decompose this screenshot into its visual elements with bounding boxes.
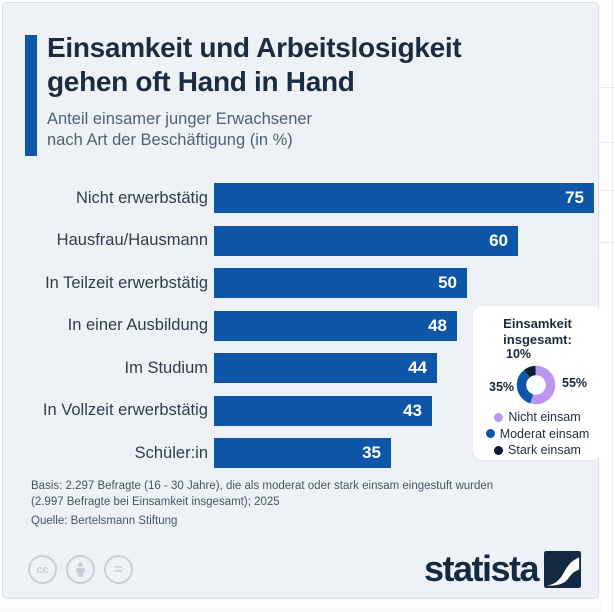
title-line-1: Einsamkeit und Arbeitslosigkeit	[47, 32, 462, 63]
header: Einsamkeit und Arbeitslosigkeit gehen oft…	[47, 31, 592, 151]
chart-subtitle: Anteil einsamer junger Erwachsener nach A…	[47, 109, 592, 151]
donut-chart	[516, 365, 556, 405]
source-note: Quelle: Bertelsmann Stiftung	[31, 515, 178, 527]
bar-row: Im Studium 44	[3, 347, 602, 390]
bar-value-label: 43	[403, 400, 422, 420]
legend-label: Moderat einsam	[499, 426, 590, 441]
donut-title: Einsamkeit insgesamt:	[473, 316, 602, 348]
basis-line-2: (2.997 Befragte bei Einsamkeit insgesamt…	[31, 495, 280, 508]
bar-category-label: Nicht erwerbstätig	[75, 188, 208, 207]
bar: 75	[214, 183, 594, 214]
subtitle-line-1: Anteil einsamer junger Erwachsener	[47, 110, 313, 128]
legend-label: Nicht einsam	[508, 410, 581, 425]
bar-row: In Vollzeit erwerbstätig 43	[3, 390, 602, 433]
cc-icon[interactable]: cc	[28, 555, 57, 584]
statista-logo[interactable]: statista	[424, 549, 581, 589]
donut-chart-area: 10% 55% 35% Nicht einsam Moderat einsam St…	[473, 306, 602, 460]
bar-value-label: 44	[408, 358, 427, 378]
donut-segment-1	[516, 365, 556, 405]
legend-dot	[485, 429, 495, 439]
page-title: Einsamkeit und Arbeitslosigkeit gehen oft…	[47, 31, 592, 99]
legend-dot	[494, 445, 504, 455]
bar-category-label: In Teilzeit erwerbstätig	[45, 273, 208, 292]
donut-legend: Nicht einsam Moderat einsam Stark einsam	[473, 409, 602, 459]
bar: 44	[214, 353, 437, 384]
bar: 60	[214, 225, 518, 256]
page-artifact-line	[601, 87, 615, 88]
bar-value-label: 50	[438, 273, 457, 293]
donut-inset-card: Einsamkeit insgesamt: 10% 55% 35% Nicht e…	[473, 306, 602, 460]
cc-attribution-icon[interactable]	[66, 555, 95, 584]
bar-row: In Teilzeit erwerbstätig 50	[3, 262, 602, 305]
title-line-2: gehen oft Hand in Hand	[47, 66, 355, 97]
bar-row: Hausfrau/Hausmann 60	[3, 220, 602, 263]
subtitle-line-2: nach Art der Beschäftigung (in %)	[47, 131, 293, 149]
statista-logo-mark	[544, 550, 581, 588]
bar-category-label: Im Studium	[124, 358, 208, 377]
page-artifact-line	[601, 242, 615, 243]
legend-dot	[494, 412, 504, 422]
bar-category-label: Hausfrau/Hausmann	[56, 231, 208, 250]
page-edge-line	[612, 0, 613, 612]
bar-value-label: 75	[565, 188, 584, 208]
bar-row: Nicht erwerbstätig 75	[3, 177, 602, 220]
page-background-strip	[601, 0, 615, 612]
bar-row: Schüler:in 35	[3, 432, 602, 475]
basis-line-1: Basis: 2.297 Befragte (16 - 30 Jahre), d…	[31, 480, 494, 492]
donut-segment-2	[516, 365, 556, 405]
donut-title-line-2: insgesamt:	[503, 332, 572, 347]
donut-value-moderat-einsam: 35%	[489, 380, 515, 394]
bar-category-label: In Vollzeit erwerbstätig	[42, 401, 208, 420]
basis-note: Basis: 2.297 Befragte (16 - 30 Jahre), d…	[31, 479, 571, 510]
bar: 48	[214, 310, 457, 341]
page-artifact-line	[601, 142, 615, 143]
infographic-card: Einsamkeit und Arbeitslosigkeit gehen oft…	[2, 2, 602, 599]
bar-value-label: 35	[362, 443, 381, 463]
donut-title-line-1: Einsamkeit	[503, 316, 572, 331]
title-accent-bar	[25, 35, 37, 156]
bar-value-label: 48	[428, 315, 447, 335]
cc-license-icons[interactable]: cc =	[28, 555, 133, 584]
page-background-bottom	[0, 601, 601, 612]
bar: 43	[214, 395, 432, 426]
bar-value-label: 60	[489, 230, 508, 250]
bar-chart: Nicht erwerbstätig 75 Hausfrau/Hausmann 60 I…	[3, 177, 602, 475]
legend-row: Stark einsam	[473, 442, 602, 459]
donut-value-nicht-einsam: 55%	[562, 376, 588, 390]
legend-label: Stark einsam	[508, 443, 581, 458]
legend-row: Nicht einsam	[473, 409, 602, 426]
person-icon	[76, 562, 85, 577]
bar-category-label: In einer Ausbildung	[67, 316, 208, 335]
bar: 50	[214, 268, 467, 299]
cc-nd-icon[interactable]: =	[104, 555, 133, 584]
legend-row: Moderat einsam	[473, 426, 602, 443]
page-artifact-line	[601, 190, 615, 191]
bar-row: In einer Ausbildung 48	[3, 305, 602, 348]
statista-wordmark: statista	[423, 548, 540, 589]
donut-value-stark-einsam: 10%	[506, 347, 532, 361]
bar: 35	[214, 438, 391, 469]
bar-category-label: Schüler:in	[134, 443, 208, 462]
